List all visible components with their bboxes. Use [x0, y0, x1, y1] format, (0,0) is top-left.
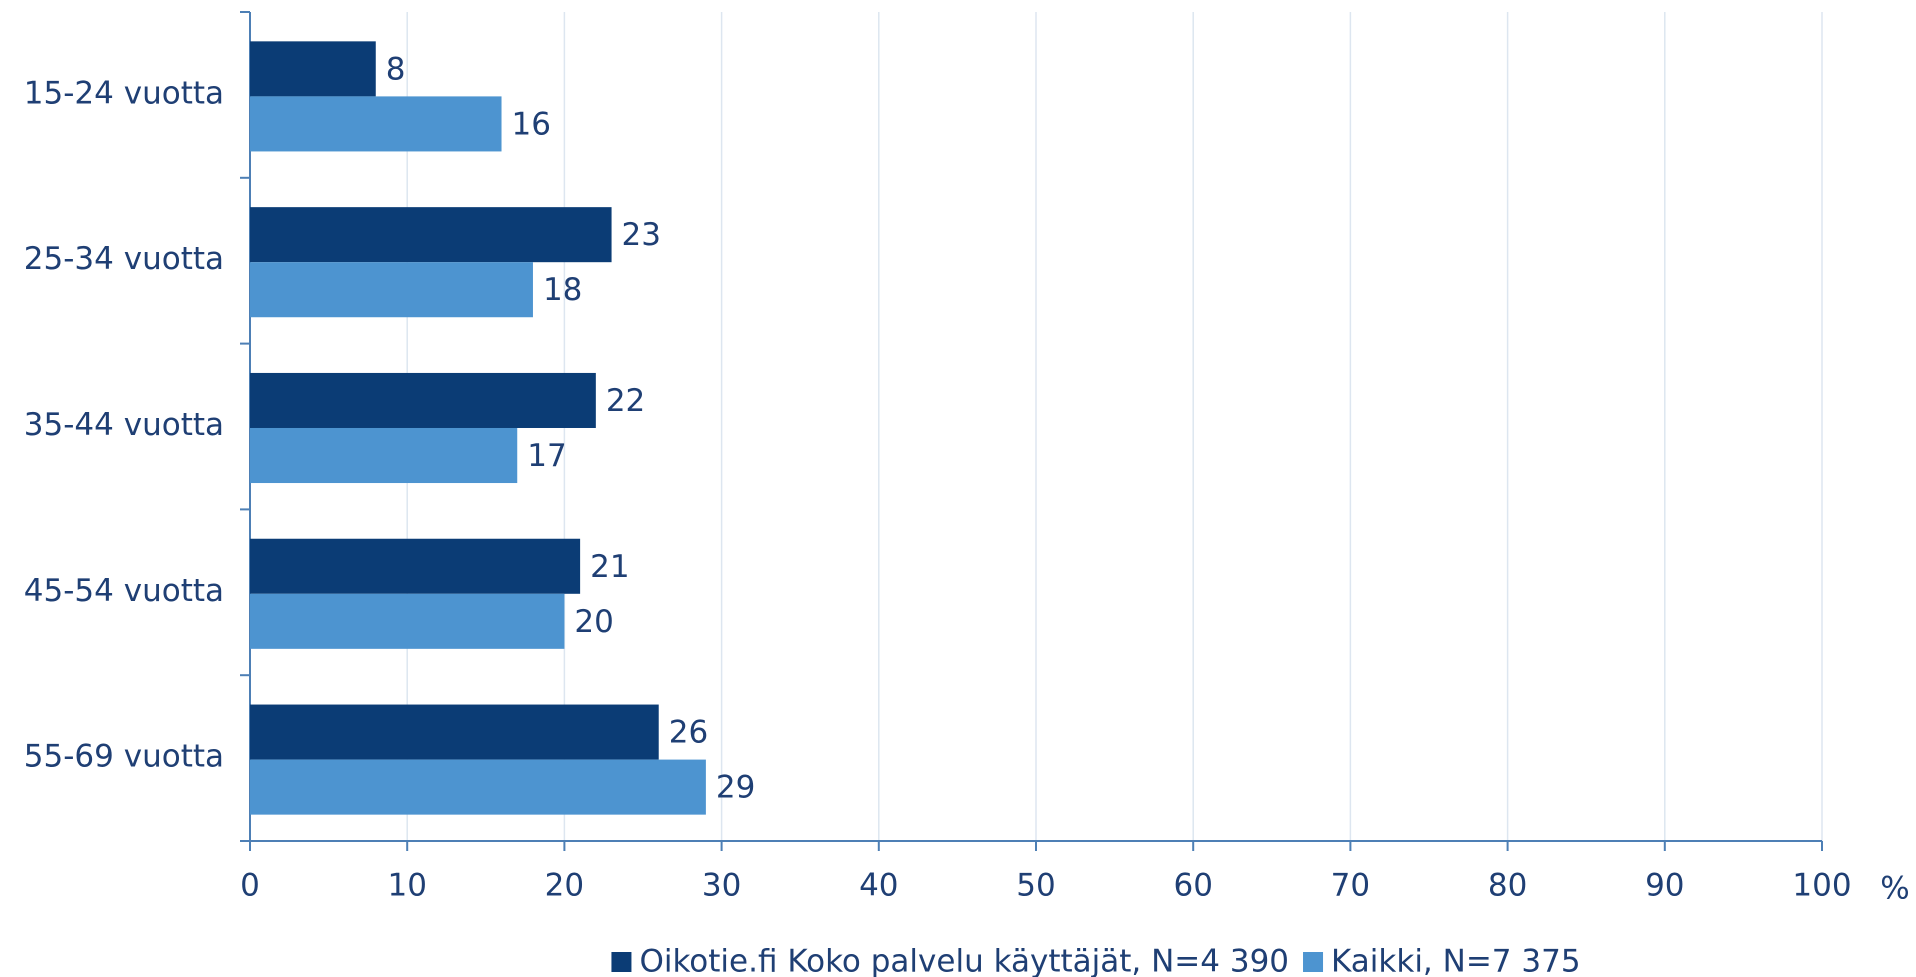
bar: [250, 593, 565, 649]
y-tick-label: 45-54 vuotta: [24, 573, 224, 609]
x-tick-label: 10: [387, 868, 426, 904]
y-tick-label: 25-34 vuotta: [24, 241, 224, 277]
bar: [250, 96, 502, 152]
value-label: 22: [606, 383, 645, 419]
bar: [250, 41, 376, 97]
value-label: 17: [527, 438, 566, 474]
x-tick-label: 70: [1331, 868, 1370, 904]
x-tick-label: 60: [1173, 868, 1212, 904]
value-label: 16: [512, 106, 551, 142]
bar: [250, 427, 518, 484]
bar: [250, 372, 596, 428]
x-tick-label: 50: [1016, 868, 1055, 904]
x-tick-label: 20: [545, 868, 584, 904]
bar: [250, 759, 706, 815]
bar: [250, 262, 533, 318]
value-label: 23: [622, 217, 661, 253]
y-tick-label: 55-69 vuotta: [24, 739, 224, 775]
value-label: 26: [669, 715, 708, 751]
bar: [250, 704, 659, 760]
y-tick-label: 15-24 vuotta: [24, 75, 224, 111]
x-tick-label: 80: [1488, 868, 1527, 904]
value-label: 29: [716, 770, 755, 806]
value-label: 8: [386, 51, 406, 87]
x-tick-label: 30: [702, 868, 741, 904]
x-tick-label: 40: [859, 868, 898, 904]
legend-label: Oikotie.fi Koko palvelu käyttäjät, N=4 3…: [639, 944, 1289, 977]
legend-swatch: [1303, 952, 1324, 972]
value-label: 18: [543, 272, 582, 308]
legend-label: Kaikki, N=7 375: [1331, 944, 1581, 977]
bar: [250, 538, 581, 594]
bar: [250, 207, 612, 263]
legend-swatch: [611, 952, 632, 972]
value-label: 21: [590, 549, 629, 585]
y-tick-label: 35-44 vuotta: [24, 407, 224, 443]
x-tick-label: 0: [240, 868, 260, 904]
x-tick-label: 100: [1792, 868, 1851, 904]
value-label: 20: [574, 604, 613, 640]
x-axis-unit: %: [1880, 871, 1909, 907]
x-tick-label: 90: [1645, 868, 1684, 904]
